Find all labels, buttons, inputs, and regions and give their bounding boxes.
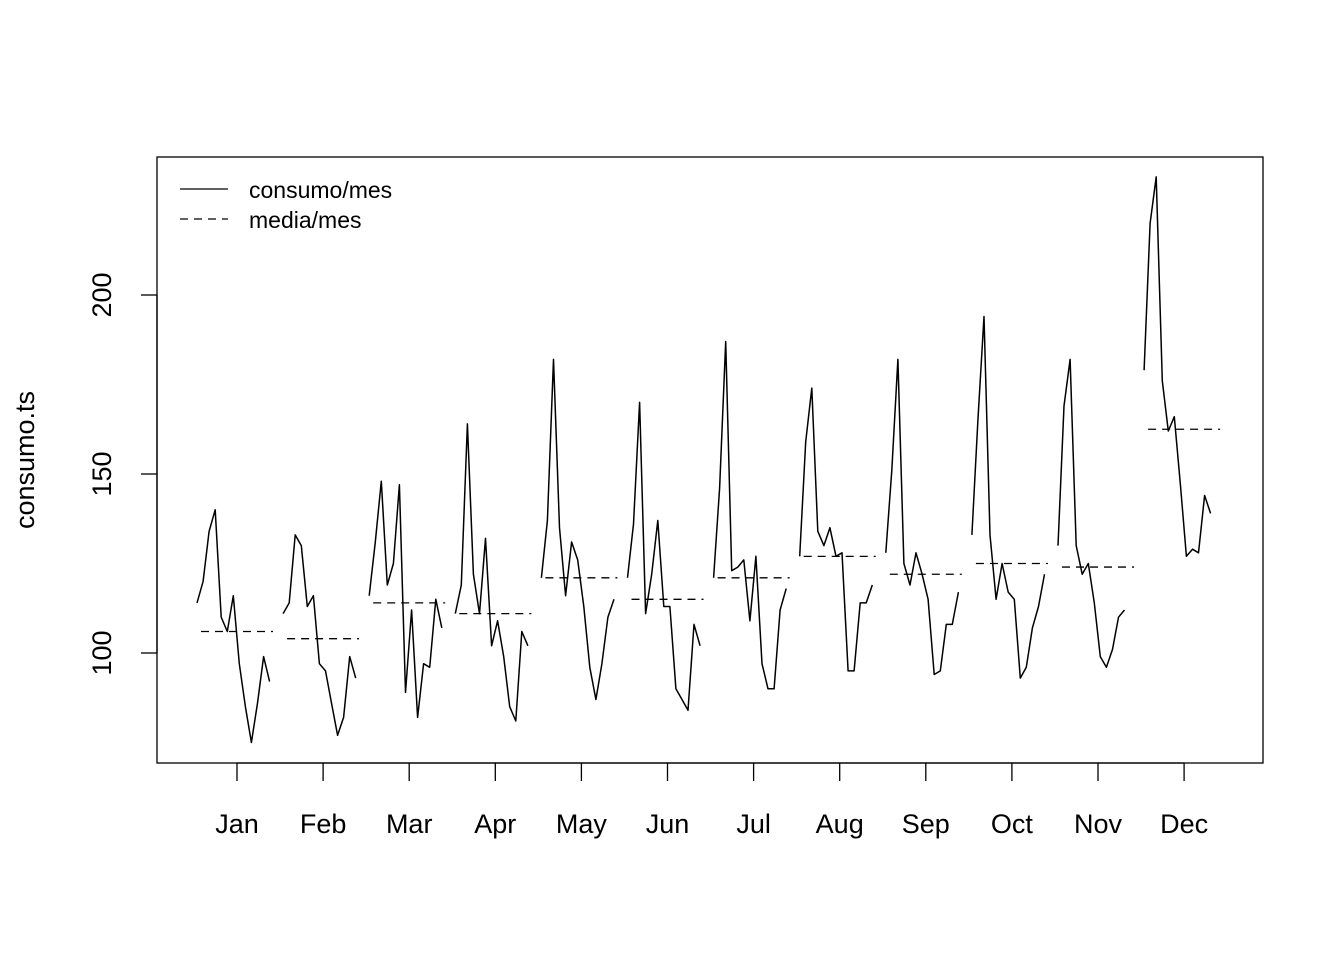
consumo-line-may (540, 358, 615, 701)
legend-label-1: media/mes (249, 207, 361, 233)
y-tick-label-200: 200 (87, 272, 117, 317)
x-tick-label-mar: Mar (386, 809, 433, 839)
y-axis: 100 150 200 (87, 272, 158, 676)
consumo-line-dec (1143, 176, 1212, 558)
plot-area-frame (156, 156, 1264, 764)
x-tick-label-apr: Apr (474, 809, 516, 839)
x-tick-label-jun: Jun (646, 809, 690, 839)
y-tick-label-150: 150 (87, 451, 117, 496)
x-tick-label-jul: Jul (736, 809, 771, 839)
x-tick-label-aug: Aug (816, 809, 864, 839)
x-tick-label-jan: Jan (215, 809, 259, 839)
x-tick-label-sep: Sep (902, 809, 950, 839)
legend: consumo/mes media/mes (180, 177, 392, 233)
data-layer (196, 176, 1221, 744)
x-tick-label-nov: Nov (1074, 809, 1123, 839)
consumo-line-nov (1057, 358, 1126, 669)
x-tick-label-may: May (556, 809, 608, 839)
x-tick-label-dec: Dec (1160, 809, 1208, 839)
consumo-line-sep (885, 358, 960, 676)
consumo-line-oct (971, 315, 1046, 679)
consumo-line-mar (368, 480, 443, 719)
consumo-line-jan (196, 509, 271, 744)
consumo-line-jun (626, 401, 701, 712)
legend-label-0: consumo/mes (249, 177, 392, 203)
y-tick-label-100: 100 (87, 630, 117, 675)
consumo-line-aug (798, 387, 874, 672)
y-axis-title: consumo.ts (10, 391, 40, 529)
consumo-line-feb (282, 534, 357, 737)
x-axis: Jan Feb Mar Apr May Jun Jul Aug Sep Oct Nov Dec (215, 762, 1208, 839)
consumo-line-jul (712, 340, 787, 690)
consumo-line-apr (454, 423, 529, 722)
x-tick-label-oct: Oct (991, 809, 1034, 839)
x-tick-label-feb: Feb (300, 809, 347, 839)
